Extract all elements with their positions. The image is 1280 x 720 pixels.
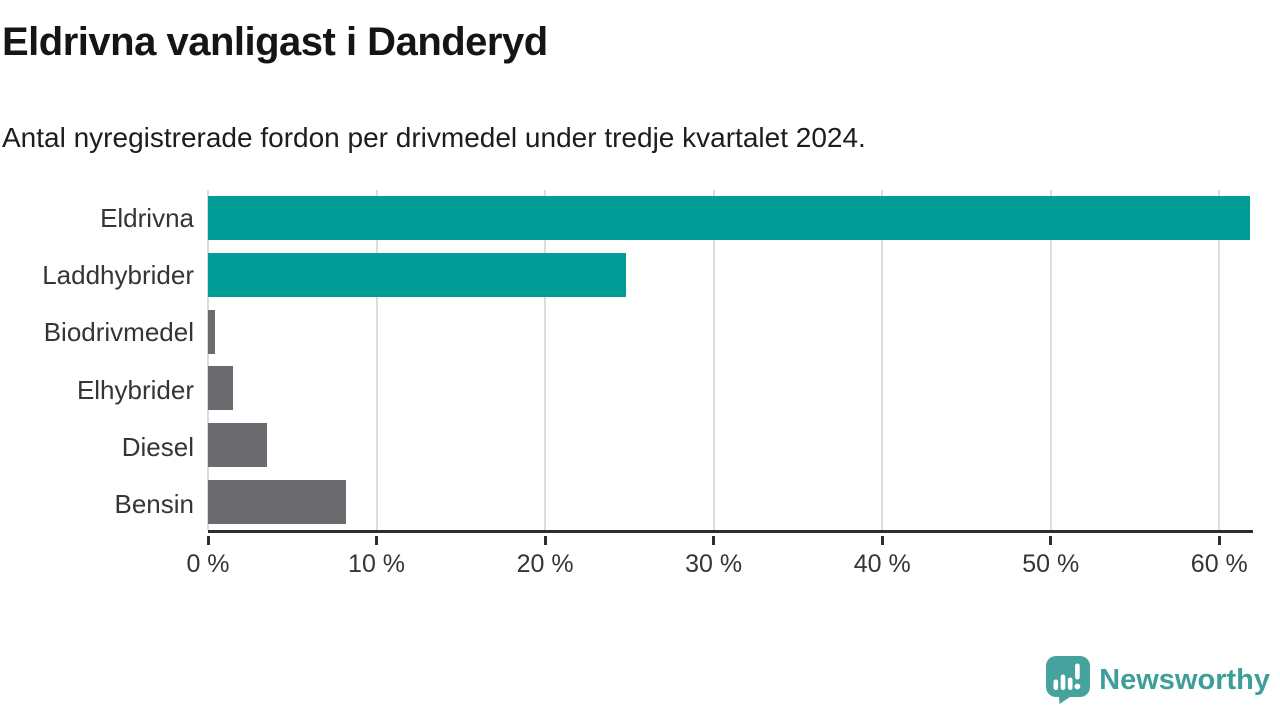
tick-mark	[712, 536, 716, 545]
gridline	[1049, 190, 1052, 530]
bar-diesel	[208, 423, 267, 468]
bar-elhybrider	[208, 366, 234, 411]
gridline	[1218, 190, 1221, 530]
plot-area	[207, 190, 1253, 533]
gridline	[881, 190, 884, 530]
tick-label: 20 %	[516, 550, 574, 578]
x-axis: 0 % 10 % 20 % 30 % 40 % 50 % 60 %	[186, 536, 1253, 588]
tick-mark	[1049, 536, 1053, 545]
tick-label: 60 %	[1190, 550, 1248, 578]
bar-laddhybrider	[208, 253, 626, 297]
category-label: Biodrivmedel	[43, 317, 194, 348]
tick-mark	[1217, 536, 1221, 545]
category-label: Diesel	[121, 431, 194, 462]
bar-row	[208, 473, 1253, 530]
tick-label: 50 %	[1022, 550, 1080, 578]
bar-row	[208, 247, 1253, 304]
brand-name: Newsworthy	[1099, 663, 1270, 696]
bar-biodrivmedel	[208, 309, 215, 354]
bar-row	[208, 190, 1253, 247]
gridline	[207, 190, 209, 530]
bar-row	[208, 303, 1253, 360]
tick-mark	[880, 536, 884, 545]
tick-mark	[206, 536, 210, 545]
newsworthy-logo-icon	[1046, 656, 1091, 704]
tick-label: 10 %	[348, 550, 406, 578]
brand-link[interactable]: Newsworthy	[1046, 656, 1270, 704]
bar-bensin	[208, 479, 347, 524]
category-label: Elhybrider	[76, 374, 194, 405]
bar-rows	[208, 190, 1253, 530]
category-label: Bensin	[114, 488, 195, 519]
tick-label: 30 %	[685, 550, 743, 578]
gridline	[712, 190, 715, 530]
category-label: Eldrivna	[100, 203, 194, 234]
tick-label: 0 %	[186, 550, 230, 578]
chart-title: Eldrivna vanligast i Danderyd	[2, 20, 548, 64]
tick-label: 40 %	[853, 550, 911, 578]
bar-row	[208, 417, 1253, 474]
tick-mark	[543, 536, 547, 545]
gridline	[375, 190, 378, 530]
gridline	[544, 190, 547, 530]
bar-row	[208, 360, 1253, 417]
category-axis: Eldrivna Laddhybrider Biodrivmedel Elhybrid…	[0, 190, 194, 533]
tick-mark	[375, 536, 379, 545]
category-label: Laddhybrider	[42, 260, 194, 291]
bar-eldrivna	[208, 196, 1250, 241]
chart-subtitle: Antal nyregistrerade fordon per drivmede…	[2, 122, 866, 153]
